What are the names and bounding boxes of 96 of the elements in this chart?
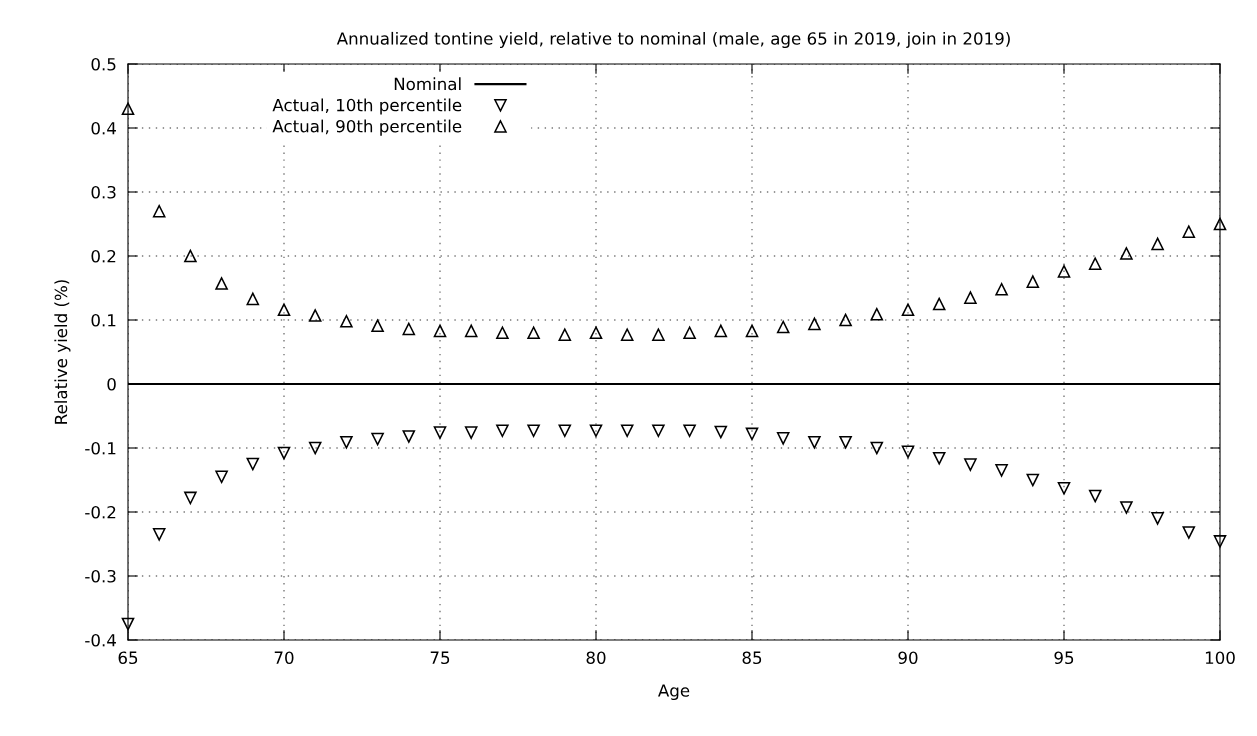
point: [277, 303, 291, 317]
point: [932, 297, 946, 311]
point: [683, 326, 696, 340]
point: [121, 102, 135, 116]
point: [901, 303, 915, 317]
point: [402, 322, 416, 336]
y-tick-label: 0.2: [91, 249, 116, 263]
point: [839, 435, 852, 449]
point: [152, 528, 166, 541]
x-tick-label: 85: [742, 651, 762, 665]
point: [1182, 225, 1196, 239]
point: [527, 424, 540, 438]
point: [184, 249, 197, 263]
legend-label: Actual, 10th percentile: [272, 98, 462, 115]
point: [1088, 489, 1102, 503]
point: [589, 326, 603, 340]
y-tick-label: 0.5: [91, 57, 116, 71]
x-tick-label: 75: [430, 651, 450, 665]
point: [839, 313, 852, 327]
legend-label: Actual, 90th percentile: [272, 119, 462, 136]
point: [1213, 217, 1227, 231]
point: [995, 464, 1008, 477]
x-tick-label: 65: [118, 651, 138, 665]
point: [371, 432, 384, 446]
point: [496, 424, 509, 438]
point: [776, 320, 790, 334]
point: [558, 328, 572, 342]
point: [1151, 512, 1164, 525]
point: [901, 445, 915, 459]
x-axis-title: Age: [658, 684, 690, 701]
point: [1026, 473, 1040, 487]
point: [246, 457, 260, 471]
point: [277, 446, 291, 460]
point: [215, 470, 228, 484]
point: [340, 435, 353, 449]
point: [714, 425, 728, 439]
point: [308, 441, 322, 455]
point: [745, 427, 759, 441]
point: [402, 430, 416, 443]
y-tick-label: -0.1: [85, 441, 116, 455]
point: [184, 491, 197, 505]
point: [714, 324, 728, 338]
point: [464, 324, 478, 338]
point: [152, 204, 166, 218]
point: [1026, 275, 1040, 288]
y-tick-label: 0.1: [91, 313, 116, 327]
y-tick-label: 0.3: [91, 185, 116, 199]
point: [1120, 501, 1133, 514]
point: [1057, 481, 1071, 495]
point: [652, 328, 665, 342]
point: [932, 451, 946, 465]
point: [433, 426, 447, 439]
point: [620, 424, 634, 438]
point: [464, 426, 478, 439]
point: [121, 617, 135, 631]
point: [808, 435, 821, 449]
x-tick-label: 95: [1054, 651, 1074, 665]
legend-label: Nominal: [394, 77, 461, 91]
x-tick-label: 100: [1205, 651, 1235, 665]
point: [683, 424, 696, 438]
point: [308, 309, 322, 322]
point: [870, 441, 884, 455]
point: [246, 292, 260, 306]
point: [652, 424, 665, 438]
point: [808, 317, 821, 331]
y-tick-label: -0.2: [85, 505, 116, 519]
point: [995, 282, 1008, 296]
point: [340, 314, 353, 328]
point: [1120, 247, 1133, 260]
y-axis-title: Relative yield (%): [54, 280, 71, 424]
x-tick-label: 70: [274, 651, 294, 665]
point: [1057, 265, 1071, 278]
chart-title: Annualized tontine yield, relative to nominal (male, age 65 in 2019, join in 2019): [336, 31, 1010, 49]
y-tick-label: 0: [107, 377, 116, 391]
x-tick-label: 80: [586, 651, 606, 665]
y-tick-label: -0.3: [85, 569, 116, 583]
point: [433, 324, 447, 338]
point: [870, 307, 884, 321]
point: [527, 326, 540, 340]
point: [1151, 237, 1164, 251]
point: [589, 424, 603, 438]
y-tick-label: 0.4: [91, 121, 116, 135]
point: [745, 324, 759, 338]
point: [964, 291, 977, 304]
point: [964, 458, 977, 471]
point: [1088, 257, 1102, 271]
point: [558, 424, 572, 438]
point: [371, 319, 384, 333]
x-tick-label: 90: [898, 651, 918, 665]
point: [215, 277, 228, 290]
point: [620, 328, 634, 342]
point: [496, 326, 509, 340]
point: [1213, 535, 1227, 548]
point: [1182, 526, 1196, 539]
point: [776, 432, 790, 445]
y-tick-label: -0.4: [85, 633, 116, 647]
